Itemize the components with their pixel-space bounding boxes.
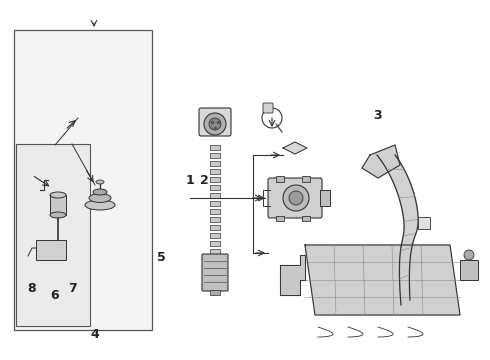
Text: 1: 1 [186,174,195,186]
Ellipse shape [93,189,107,195]
Text: 5: 5 [157,251,166,264]
Circle shape [289,191,303,205]
Bar [276,176,284,182]
Ellipse shape [89,194,111,202]
FancyBboxPatch shape [202,254,228,291]
Circle shape [204,113,226,135]
Bar [210,290,220,295]
Bar [210,217,220,222]
FancyBboxPatch shape [199,108,231,136]
Ellipse shape [50,192,66,198]
Bar [210,233,220,238]
Text: 4: 4 [90,328,99,341]
Bar [418,217,430,229]
Bar [302,176,310,182]
Bar [210,185,220,190]
Polygon shape [280,255,305,295]
Bar [210,209,220,214]
Text: 8: 8 [27,282,36,294]
Text: 6: 6 [50,289,59,302]
Ellipse shape [96,180,104,184]
Polygon shape [377,155,418,305]
Circle shape [464,250,474,260]
Bar [210,177,220,182]
Bar [210,225,220,230]
FancyBboxPatch shape [263,103,273,113]
Bar [460,260,478,280]
Bar [50,195,66,215]
Bar [210,241,220,246]
Bar [16,144,90,326]
Bar [302,216,310,221]
FancyBboxPatch shape [268,178,322,218]
Bar [210,145,220,150]
Polygon shape [283,142,307,154]
Polygon shape [305,245,460,315]
Bar [276,216,284,221]
Bar [36,240,66,260]
Bar [210,249,220,254]
Bar [210,161,220,166]
Circle shape [209,118,221,130]
Polygon shape [362,145,400,178]
Bar [210,169,220,174]
Ellipse shape [50,212,66,218]
Text: 7: 7 [68,282,77,294]
Bar [210,193,220,198]
Circle shape [283,185,309,211]
Ellipse shape [51,252,65,258]
Bar [14,30,152,330]
Bar [210,201,220,206]
Ellipse shape [85,200,115,210]
Text: 3: 3 [373,109,382,122]
Bar [210,153,220,158]
Text: 2: 2 [200,174,209,186]
Bar [320,190,330,206]
